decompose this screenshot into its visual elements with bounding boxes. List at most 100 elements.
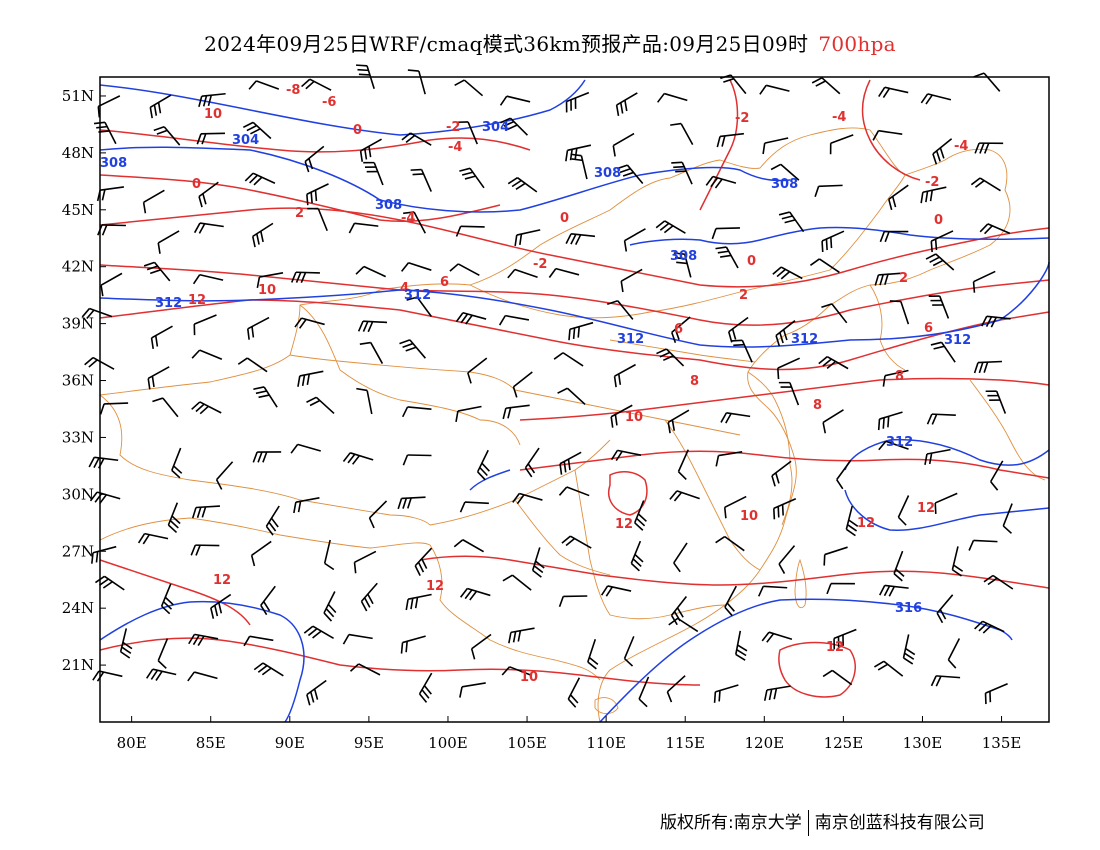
wind-barb — [897, 495, 910, 526]
wind-barb — [402, 454, 432, 466]
wind-barb — [920, 93, 952, 105]
wind-barb — [970, 177, 1001, 192]
wind-barb — [878, 86, 909, 98]
wind-barb — [932, 138, 953, 165]
wind-barb — [761, 631, 793, 643]
wind-barb — [243, 635, 274, 647]
lat-tick-label: 36N — [62, 372, 94, 390]
wind-barb — [401, 406, 432, 418]
lon-tick-label: 80E — [117, 734, 147, 752]
wind-barb — [242, 121, 272, 140]
temperature-label: 0 — [934, 213, 943, 228]
wind-barb — [818, 355, 849, 370]
wind-barb — [973, 360, 1003, 374]
wind-barb — [928, 295, 950, 319]
wind-barb — [811, 77, 841, 95]
wind-barb — [193, 222, 224, 234]
wind-barb — [406, 296, 433, 317]
lon-tick-label: 90E — [275, 734, 305, 752]
wind-barb — [323, 539, 335, 571]
wind-barb — [512, 371, 533, 398]
temperature-label: 4 — [400, 281, 409, 296]
wind-barb — [925, 253, 955, 271]
wind-barb — [612, 132, 635, 157]
wind-barb — [246, 316, 270, 340]
wind-barb — [407, 69, 426, 95]
sichuan-boundary — [429, 439, 611, 526]
pressure-level: 700hpa — [818, 32, 896, 56]
lon-tick-label: 110E — [586, 734, 626, 752]
wind-barb — [147, 366, 170, 390]
temperature-label: -2 — [735, 111, 749, 126]
wind-barb — [160, 583, 174, 615]
temperature-label: -2 — [446, 120, 460, 135]
wind-barb — [568, 321, 594, 341]
wind-barb — [553, 352, 584, 367]
wind-barb — [930, 341, 956, 363]
wind-barb — [735, 630, 748, 661]
wind-barb — [873, 660, 904, 677]
wind-barb — [500, 117, 529, 136]
lon-tick-label: 100E — [428, 734, 468, 752]
wind-barb — [356, 387, 373, 415]
wind-barb — [244, 172, 276, 186]
wind-barb — [587, 638, 599, 670]
wind-barb — [561, 535, 592, 549]
wind-barb — [888, 184, 909, 211]
lat-tick-label: 21N — [62, 656, 94, 674]
wind-barb — [265, 505, 280, 536]
wind-barb — [669, 490, 700, 502]
temperature-label: -8 — [286, 83, 300, 98]
wind-barb — [142, 189, 165, 214]
guizhou-boundary — [514, 499, 611, 576]
wind-barb — [565, 144, 592, 162]
wind-barb — [157, 230, 180, 254]
wind-barb — [306, 679, 327, 706]
height-isoline — [844, 438, 1050, 471]
temperature-label: 12 — [426, 579, 444, 594]
temperature-isotherm — [99, 264, 1050, 326]
footer-divider — [807, 810, 809, 836]
lon-tick-label: 130E — [903, 734, 943, 752]
wind-barb — [449, 263, 480, 277]
wind-barb — [248, 80, 280, 90]
wind-barb — [252, 451, 282, 463]
wind-barb — [615, 92, 638, 117]
map-frame — [99, 76, 1050, 723]
temperature-label: 8 — [895, 369, 904, 384]
wind-barb — [773, 498, 797, 520]
wind-barb — [638, 676, 650, 708]
hainan-outline — [594, 697, 619, 715]
wind-barb — [565, 233, 596, 245]
temperature-label: 2 — [739, 288, 748, 303]
temperature-isotherm — [99, 129, 531, 153]
lat-tick-label: 39N — [62, 315, 94, 333]
temperature-isotherm — [519, 377, 1050, 421]
wind-barb — [499, 95, 531, 106]
wind-barb — [889, 300, 910, 325]
wind-barb — [323, 591, 337, 622]
wind-barb — [630, 540, 644, 572]
wind-barb — [920, 186, 947, 204]
wind-barb — [152, 397, 179, 418]
wind-barb — [666, 675, 686, 703]
wind-barb — [501, 666, 533, 677]
wind-barb — [191, 401, 222, 415]
wind-barb — [879, 230, 909, 243]
height-label: 304 — [232, 133, 259, 148]
wind-barb — [303, 625, 334, 640]
height-isoline — [99, 79, 586, 136]
temperature-label: -4 — [448, 140, 462, 155]
wind-barb — [558, 595, 588, 608]
wind-barb — [716, 132, 744, 148]
wind-barb — [878, 440, 909, 451]
lon-tick-label: 85E — [196, 734, 226, 752]
wind-barb — [893, 550, 905, 582]
wind-barb — [306, 183, 329, 206]
wind-barb — [400, 262, 432, 272]
wind-barb — [157, 638, 169, 669]
wind-barb — [455, 225, 485, 237]
temperature-label: 2 — [899, 271, 908, 286]
wind-barb — [984, 682, 1008, 705]
wind-barb — [514, 229, 541, 247]
